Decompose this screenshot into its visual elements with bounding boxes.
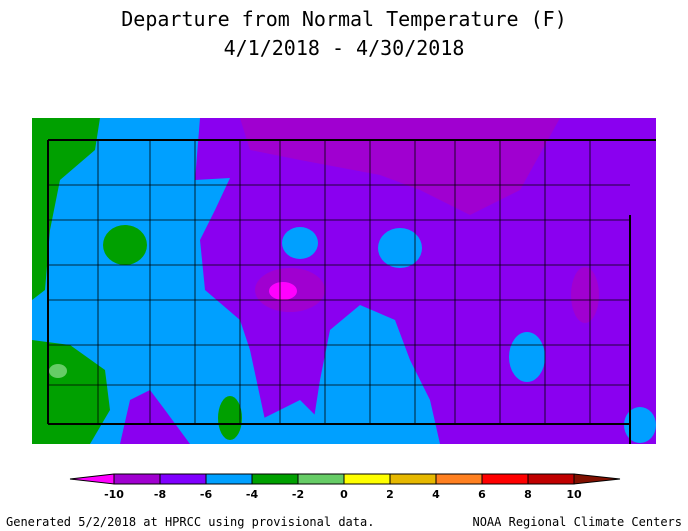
colorbar: -10 -8 -6 -4 -2 0 2 4 6 8 10: [69, 473, 621, 501]
colorbar-tick-label: 6: [478, 488, 486, 501]
colorbar-arrow-low: [69, 473, 115, 485]
footer-right: NOAA Regional Climate Centers: [472, 515, 682, 529]
footer-left: Generated 5/2/2018 at HPRCC using provis…: [6, 515, 374, 529]
colorbar-segment: [343, 473, 391, 485]
colorbar-segment: [159, 473, 207, 485]
colorbar-tick-label: -10: [104, 488, 124, 501]
colorbar-arrow-high: [573, 473, 621, 485]
colorbar-segment: [113, 473, 161, 485]
colorbar-tick-label: 8: [524, 488, 532, 501]
title-line: 4/1/2018 - 4/30/2018: [224, 36, 465, 60]
colorbar-segment: [527, 473, 575, 485]
colorbar-segment: [297, 473, 345, 485]
colorbar-segment: [251, 473, 299, 485]
colorbar-tick-label: 4: [432, 488, 440, 501]
colorbar-tick-label: -6: [200, 488, 213, 501]
colorbar-segment: [205, 473, 253, 485]
colorbar-tick-label: -4: [246, 488, 259, 501]
colorbar-segment: [389, 473, 437, 485]
colorbar-tick-label: 0: [340, 488, 348, 501]
colorbar-tick-label: 2: [386, 488, 394, 501]
colorbar-tick-label: -2: [292, 488, 304, 501]
title-line: Departure from Normal Temperature (F): [121, 7, 567, 31]
colorbar-segment: [481, 473, 529, 485]
colorbar-tick-label: 10: [566, 488, 582, 501]
map: [32, 118, 656, 444]
colorbar-segment: [435, 473, 483, 485]
colorbar-tick-label: -8: [154, 488, 166, 501]
